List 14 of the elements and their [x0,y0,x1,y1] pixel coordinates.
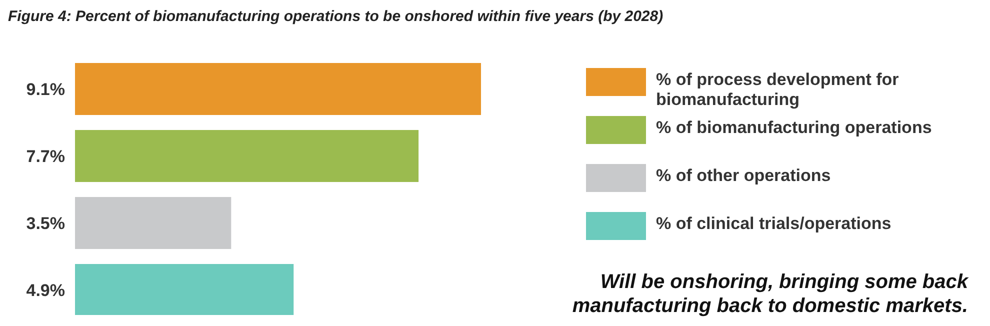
bar [75,63,481,115]
data-label: 3.5% [26,214,65,234]
data-label: 7.7% [26,147,65,166]
legend-label: % of other operations [656,166,832,186]
bar [75,130,419,182]
legend-label: % of biomanufacturing operations [656,118,933,138]
data-label: 4.9% [26,281,65,300]
bar [75,264,294,315]
legend-label: % of clinical trials/operations [656,214,892,234]
data-label: 9.1% [26,80,65,100]
bar [75,197,232,249]
chart-title: Figure 4: Percent of biomanufacturing operations to be onshored within five years (by 2028) [8,8,664,25]
text: Will be onshoring, bringing some back manufacturing back to domestic markets. [571,270,968,318]
legend-label: % of process development for biomanufacturing [656,70,900,110]
